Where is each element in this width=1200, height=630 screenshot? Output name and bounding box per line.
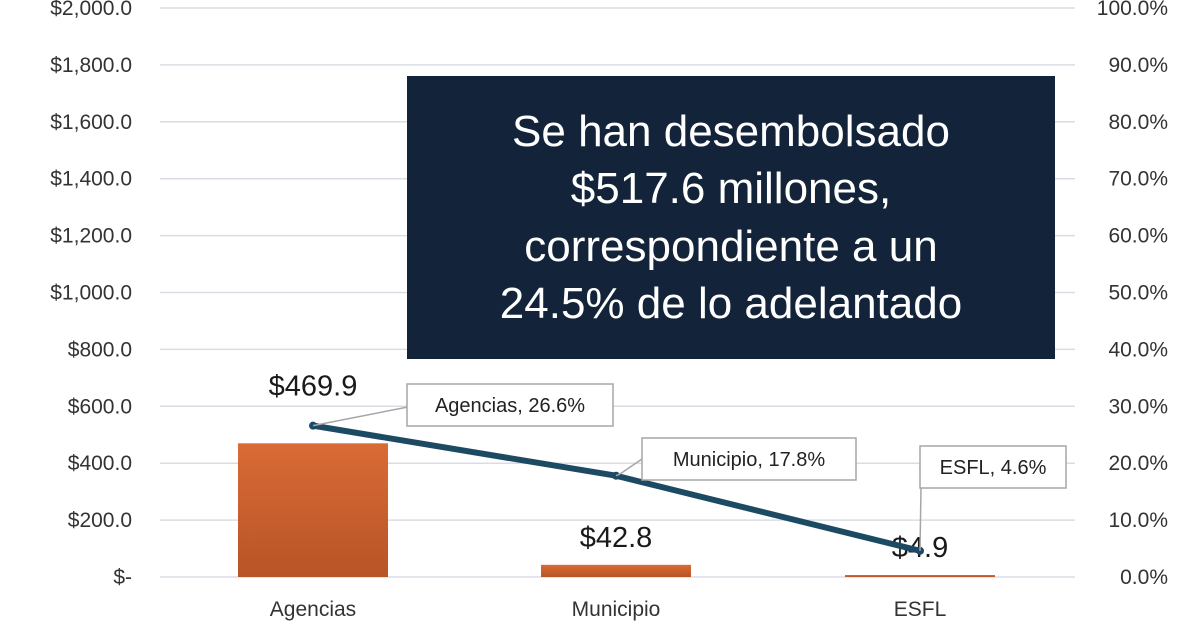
callout-box — [919, 445, 1067, 489]
summary-line: 24.5% de lo adelantado — [499, 278, 963, 328]
bar-series — [238, 443, 995, 577]
right-axis: 0.0% 10.0% 20.0% 30.0% 40.0% 50.0% 60.0% 70.0% 8… — [1097, 0, 1168, 589]
left-axis-tick-label: $800.0 — [68, 338, 132, 361]
left-axis-tick-label: $200.0 — [68, 509, 132, 532]
right-axis-tick-label: 20.0% — [1108, 452, 1168, 475]
line-data-label: Agencias, 26.6% — [435, 395, 585, 417]
left-axis-tick-label: $1,000.0 — [50, 282, 132, 305]
right-axis-tick-label: 0.0% — [1120, 566, 1168, 589]
summary-banner: Se han desembolsado $517.6 millones, cor… — [407, 76, 1055, 359]
left-axis-tick-label: $400.0 — [68, 452, 132, 475]
line-data-label: Municipio, 17.8% — [673, 449, 826, 471]
right-axis-tick-label: 70.0% — [1108, 168, 1168, 191]
right-axis-tick-label: 80.0% — [1108, 111, 1168, 134]
summary-line: $517.6 millones, — [570, 164, 892, 214]
right-axis-tick-label: 100.0% — [1097, 0, 1168, 20]
summary-text: Se han desembolsado $517.6 millones, cor… — [500, 103, 962, 332]
right-axis-tick-label: 30.0% — [1108, 395, 1168, 418]
bar-data-label: $42.8 — [580, 522, 653, 554]
left-axis-tick-label: $- — [113, 566, 132, 589]
bar — [541, 564, 691, 577]
left-axis-tick-label: $1,600.0 — [50, 111, 132, 134]
summary-line: Se han desembolsado — [512, 107, 950, 157]
right-axis-tick-label: 60.0% — [1108, 225, 1168, 248]
bar — [845, 575, 995, 577]
left-axis-tick-label: $1,400.0 — [50, 168, 132, 191]
line-data-labels: Agencias, 26.6% Municipio, 17.8% ESFL, 4.6… — [312, 383, 1067, 551]
callout-box — [641, 437, 857, 481]
bar — [238, 443, 388, 577]
right-axis-tick-label: 40.0% — [1108, 338, 1168, 361]
left-axis-tick-label: $1,200.0 — [50, 225, 132, 248]
category-label: Agencias — [270, 598, 356, 621]
category-axis: Agencias Municipio ESFL — [270, 598, 946, 621]
category-label: ESFL — [894, 598, 947, 621]
right-axis-tick-label: 90.0% — [1108, 54, 1168, 77]
left-axis: $- $200.0 $400.0 $600.0 $800.0 $1,000.0 $1,200… — [50, 0, 132, 589]
right-axis-tick-label: 50.0% — [1108, 282, 1168, 305]
category-label: Municipio — [572, 598, 661, 621]
callout-box — [406, 383, 614, 427]
left-axis-tick-label: $2,000.0 — [50, 0, 132, 20]
bar-data-label: $469.9 — [269, 370, 358, 402]
callout-leader — [312, 404, 419, 427]
callout-leader — [615, 458, 643, 477]
left-axis-tick-label: $600.0 — [68, 395, 132, 418]
left-axis-tick-label: $1,800.0 — [50, 54, 132, 77]
line-data-label: ESFL, 4.6% — [940, 457, 1047, 479]
right-axis-tick-label: 10.0% — [1108, 509, 1168, 532]
summary-line: correspondiente a un — [524, 221, 938, 271]
